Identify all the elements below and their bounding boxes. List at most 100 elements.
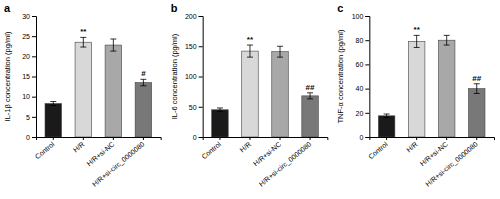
x-tick-label: H/R [238,140,252,153]
significance-label: ## [306,83,315,92]
y-axis-title: IL-1β concentration (pg/ml) [3,31,12,121]
y-tick-mark [365,64,369,65]
error-bar [247,45,253,57]
marks [212,45,319,137]
error-bar [50,102,56,106]
x-axis-line [37,138,162,141]
x-tick-mark [83,137,84,140]
y-axis-line [199,17,204,138]
annotations: **## [414,25,482,82]
y-tick-label: 25 [22,33,30,40]
bar [242,51,259,137]
panel-label: a [4,2,11,14]
y-tick: 40 [356,85,370,92]
y-tick-mark [32,97,36,98]
x-tick-label: H/R+si-circ_0000080 [91,140,146,188]
x-tick-mark [143,137,144,140]
x-tick: Control [34,137,56,160]
y-tick-mark [199,16,203,17]
y-tick-label: 20 [356,110,364,117]
y-tick-mark [199,107,203,108]
y-tick: 30 [22,13,36,20]
significance-label: ** [80,27,87,36]
y-axis-line [32,17,37,138]
y-tick-label: 0 [359,134,363,141]
y-tick-label: 0 [193,134,197,141]
y-tick-label: 60 [356,61,364,68]
bar [105,45,122,137]
bar [438,40,455,137]
x-tick-mark [280,137,281,140]
y-tick-label: 30 [22,13,30,20]
x-tick-mark [249,137,250,140]
x-tick: H/R [405,137,419,153]
y-tick-label: 200 [185,13,197,20]
bar [378,116,395,137]
x-tick: Control [200,137,222,160]
annotations: ** # [80,27,146,78]
y-tick-label: 40 [356,85,364,92]
marks [45,37,152,137]
y-tick: 150 [185,43,203,50]
y-tick-mark [32,77,36,78]
panel: 020406080100ControlH/RH/R+si-NCH/R+si-ci… [336,2,494,189]
y-tick-mark [365,40,369,41]
significance-label: ## [472,74,481,83]
y-tick-mark [199,46,203,47]
x-tick-mark [416,137,417,140]
y-tick: 200 [185,13,203,20]
y-tick: 0 [26,134,36,141]
bar [272,52,289,137]
bar [135,83,152,137]
bar [45,104,62,137]
y-tick-label: 20 [22,53,30,60]
y-tick-mark [199,77,203,78]
y-tick: 50 [189,103,203,110]
x-tick-label: Control [200,140,222,160]
y-tick-mark [32,56,36,57]
y-tick: 15 [22,73,36,80]
y-tick-label: 100 [185,73,197,80]
x-tick: H/R+si-NC [85,137,115,167]
bar [75,42,92,137]
y-tick: 5 [26,114,36,121]
marks [378,35,485,137]
x-tick-label: H/R+si-circ_0000080 [424,140,479,188]
y-tick-mark [32,137,36,138]
y-tick-mark [199,137,203,138]
y-tick: 10 [22,93,36,100]
y-axis: 020406080100 [352,13,370,141]
y-tick-label: 0 [26,134,30,141]
x-axis: Control H/RH/R+si-NCH/R+si-circ_0000080 [34,137,161,189]
x-tick-label: Control [367,140,389,160]
significance-label: # [141,69,146,78]
x-tick-mark [476,137,477,140]
x-axis: Control H/RH/R+si-NCH/R+si-circ_0000080 [367,137,494,189]
x-tick: H/R+si-circ_0000080 [424,137,479,189]
error-bar [444,35,450,45]
x-tick-label: H/R+si-NC [85,140,115,167]
x-tick: H/R [238,137,252,153]
annotations: ** ## [247,35,315,92]
y-tick-mark [32,36,36,37]
y-tick-mark [365,113,369,114]
x-axis-line [370,138,495,141]
x-tick-mark [310,137,311,140]
error-bar [307,93,313,99]
x-tick-mark [219,137,220,140]
x-tick-label: H/R [405,140,419,153]
x-tick-label: H/R [72,140,86,153]
error-bar [110,39,116,51]
y-tick-mark [32,16,36,17]
x-tick-label: H/R+si-circ_0000080 [258,140,313,188]
y-tick-label: 15 [22,73,30,80]
significance-label: ** [247,35,254,44]
x-tick-mark [386,137,387,140]
y-tick: 100 [352,13,370,20]
y-tick: 0 [359,134,369,141]
x-tick: Control [367,137,389,160]
x-tick: H/R+si-NC [419,137,449,167]
y-tick-label: 50 [189,103,197,110]
x-tick: H/R+si-NC [252,137,282,167]
bar [302,96,319,137]
